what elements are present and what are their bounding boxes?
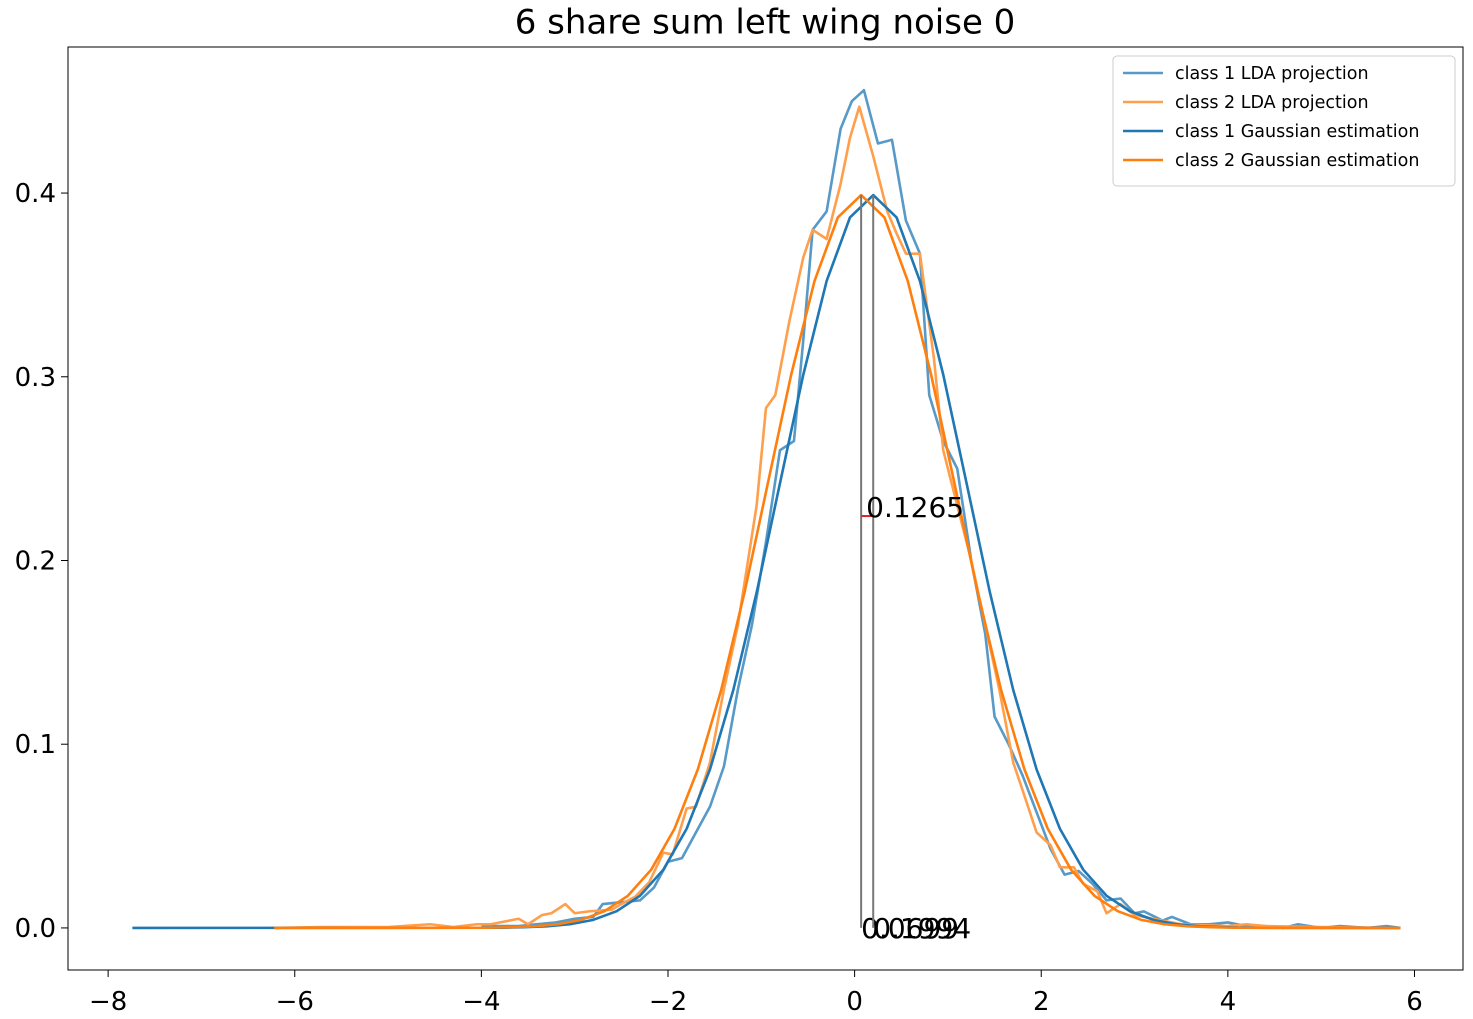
separation-label: 0.1265 (866, 491, 964, 524)
y-tick-label: 0.3 (15, 363, 56, 393)
x-tick-label: 0 (846, 987, 863, 1017)
x-tick-label: −2 (649, 987, 687, 1017)
y-tick-label: 0.1 (15, 730, 56, 760)
chart-title: 6 share sum left wing noise 0 (515, 3, 1016, 43)
legend-label: class 2 Gaussian estimation (1175, 151, 1419, 171)
plot-frame (67, 46, 1464, 971)
legend-box (1112, 55, 1456, 187)
mean-label: 0.0699 (861, 912, 959, 945)
legend-label: class 1 LDA projection (1175, 64, 1369, 84)
y-tick-label: 0.2 (15, 546, 56, 576)
y-tick-label: 0.4 (15, 179, 56, 209)
x-tick-label: 4 (1220, 987, 1237, 1017)
x-tick-label: 6 (1406, 987, 1423, 1017)
series-line (274, 105, 1401, 930)
legend-label: class 2 LDA projection (1175, 93, 1369, 113)
series-line (274, 193, 1401, 930)
legend-label: class 1 Gaussian estimation (1175, 122, 1419, 142)
x-tick-label: −6 (276, 987, 314, 1017)
x-tick-label: 2 (1033, 987, 1050, 1017)
x-tick-label: −8 (89, 987, 127, 1017)
x-tick-label: −4 (462, 987, 500, 1017)
y-tick-label: 0.0 (15, 914, 56, 944)
mean-label: 0.1994 (873, 912, 971, 945)
series-line (481, 88, 1401, 930)
series-line (132, 193, 1401, 930)
